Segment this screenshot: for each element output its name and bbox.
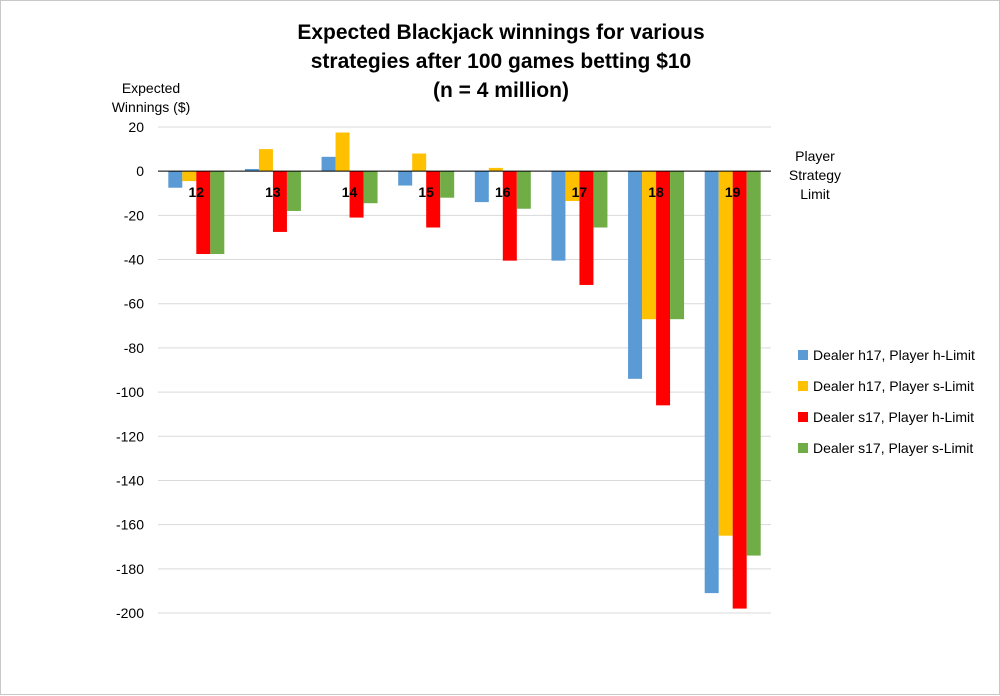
bar — [732, 171, 747, 609]
bar — [426, 171, 441, 228]
chart-title-line-1: Expected Blackjack winnings for various — [297, 21, 704, 44]
y-tick-label: 20 — [128, 119, 144, 135]
y-tick-label: -160 — [116, 517, 144, 533]
bar — [670, 171, 685, 320]
legend: Dealer h17, Player h-Limit Dealer h17, Pl… — [798, 347, 975, 456]
bar — [210, 171, 225, 255]
category-label: 14 — [342, 184, 358, 200]
bar — [335, 132, 350, 172]
category-label: 15 — [418, 184, 434, 200]
category-label: 13 — [265, 184, 281, 200]
legend-entry: Dealer s17, Player s-Limit — [813, 440, 973, 456]
x-axis-label-line-1: Player — [795, 148, 835, 164]
bar — [272, 171, 287, 232]
bar — [440, 171, 455, 198]
category-labels: 12 13 14 15 16 17 18 19 — [189, 184, 741, 200]
bar — [244, 168, 259, 172]
bar — [704, 171, 719, 594]
bars — [168, 132, 761, 609]
y-tick-label: -60 — [124, 296, 144, 312]
y-tick-label: 0 — [136, 163, 144, 179]
x-axis-label-line-2: Strategy — [789, 167, 841, 183]
bar — [474, 171, 489, 203]
bar — [168, 171, 183, 188]
bar — [565, 171, 580, 202]
category-label: 16 — [495, 184, 511, 200]
legend-swatch — [798, 412, 808, 422]
bar — [182, 171, 197, 182]
bar — [593, 171, 608, 228]
legend-swatch — [798, 443, 808, 453]
bar — [502, 171, 517, 261]
y-tick-label: -80 — [124, 340, 144, 356]
bar — [642, 171, 657, 320]
bar — [488, 167, 503, 172]
bar — [412, 153, 427, 172]
x-axis-label-line-3: Limit — [800, 186, 830, 202]
category-label: 17 — [572, 184, 588, 200]
x-axis-label: Player Strategy Limit — [789, 148, 841, 202]
y-axis-label-line-1: Expected — [122, 80, 180, 96]
y-axis-label: Expected Winnings ($) — [112, 80, 191, 115]
chart-title-line-2: strategies after 100 games betting $10 — [311, 50, 692, 73]
y-axis-label-line-2: Winnings ($) — [112, 99, 191, 115]
bar — [579, 171, 594, 285]
y-tick-label: -20 — [124, 207, 144, 223]
bar — [196, 171, 211, 255]
bar — [363, 171, 378, 204]
bar — [718, 171, 733, 536]
y-tick-label: -40 — [124, 252, 144, 268]
legend-entry: Dealer h17, Player h-Limit — [813, 347, 975, 363]
bar — [746, 171, 761, 556]
bar — [656, 171, 671, 406]
bar — [551, 171, 566, 261]
y-tick-label: -200 — [116, 605, 144, 621]
legend-entry: Dealer h17, Player s-Limit — [813, 378, 974, 394]
y-tick-label: -100 — [116, 384, 144, 400]
category-label: 19 — [725, 184, 741, 200]
y-tick-label: -180 — [116, 561, 144, 577]
bar — [258, 149, 273, 172]
category-label: 12 — [189, 184, 205, 200]
bar — [349, 171, 364, 218]
bar — [628, 171, 643, 379]
chart-title: Expected Blackjack winnings for various … — [297, 21, 704, 102]
chart-title-line-3: (n = 4 million) — [433, 79, 569, 102]
y-axis-ticks: 20 0 -20 -40 -60 -80 -100 -120 -140 -160 -180 -200 — [116, 119, 144, 621]
bar — [398, 171, 413, 186]
y-tick-label: -140 — [116, 472, 144, 488]
bar — [286, 171, 301, 211]
legend-swatch — [798, 350, 808, 360]
bar — [321, 156, 336, 172]
category-label: 18 — [648, 184, 664, 200]
legend-swatch — [798, 381, 808, 391]
bar — [516, 171, 531, 209]
legend-entry: Dealer s17, Player h-Limit — [813, 409, 974, 425]
y-tick-label: -120 — [116, 428, 144, 444]
